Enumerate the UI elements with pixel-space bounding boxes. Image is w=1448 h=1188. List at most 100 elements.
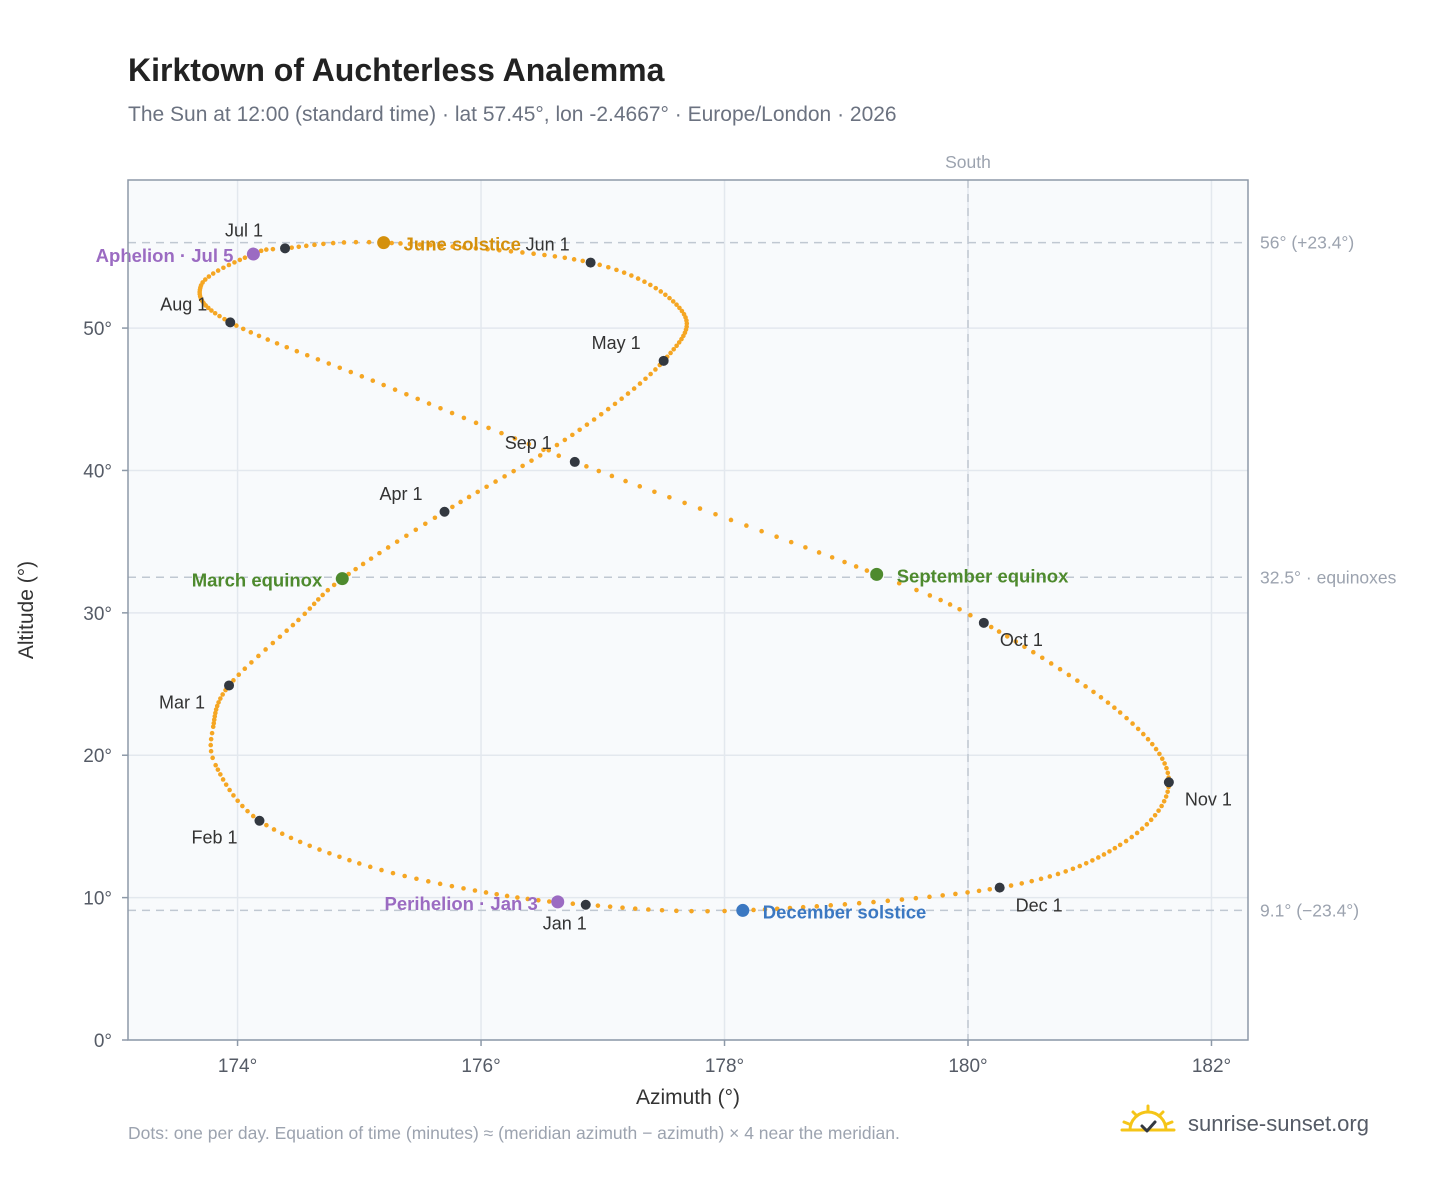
analemma-day-dot	[1077, 863, 1083, 869]
analemma-day-dot	[315, 597, 321, 602]
analemma-day-dot	[938, 597, 943, 603]
analemma-day-dot	[211, 717, 217, 723]
analemma-day-dot	[394, 539, 400, 544]
analemma-day-dot	[263, 647, 268, 652]
analemma-day-dot	[502, 474, 507, 479]
analemma-day-dot	[497, 247, 502, 253]
analemma-day-dot	[325, 587, 331, 593]
event-label: June solstice	[404, 234, 521, 255]
analemma-day-dot	[347, 857, 352, 863]
analemma-day-dot	[303, 243, 309, 249]
analemma-day-dot	[213, 710, 218, 716]
brand-logo[interactable]: sunrise-sunset.org	[1120, 1104, 1369, 1144]
analemma-day-dot	[554, 442, 560, 448]
analemma-day-dot	[976, 888, 982, 894]
analemma-day-dot	[580, 258, 586, 264]
analemma-day-dot	[413, 527, 419, 533]
analemma-day-dot	[689, 908, 694, 914]
month-marker-label: Jul 1	[225, 220, 263, 240]
sun-horizon-logo-icon	[1120, 1104, 1176, 1133]
analemma-day-dot	[537, 453, 543, 458]
month-marker	[254, 815, 265, 826]
analemma-day-dot	[697, 506, 703, 511]
analemma-day-dot	[504, 893, 510, 899]
analemma-day-dot	[1083, 860, 1089, 866]
analemma-day-dot	[606, 264, 611, 270]
analemma-day-dot	[1157, 751, 1162, 757]
analemma-day-dot	[438, 405, 443, 411]
analemma-day-dot	[816, 550, 822, 555]
analemma-day-dot	[542, 252, 547, 258]
month-marker	[994, 882, 1005, 893]
analemma-day-dot	[284, 344, 290, 350]
analemma-day-dot	[899, 897, 905, 902]
analemma-day-dot	[853, 564, 859, 569]
analemma-day-dot	[625, 391, 631, 396]
analemma-day-dot	[751, 907, 756, 913]
analemma-day-dot	[206, 274, 212, 279]
analemma-day-dot	[289, 245, 295, 250]
analemma-day-dot	[620, 905, 625, 910]
analemma-day-dot	[631, 386, 637, 391]
analemma-day-dot	[1029, 878, 1035, 884]
analemma-day-dot	[632, 906, 638, 911]
analemma-day-dot	[449, 883, 455, 889]
analemma-day-dot	[1153, 746, 1159, 752]
analemma-day-dot	[1019, 881, 1025, 886]
analemma-day-dot	[927, 593, 933, 598]
analemma-day-dot	[218, 772, 223, 777]
month-marker-label: Aug 1	[160, 294, 207, 314]
analemma-day-dot	[227, 787, 232, 793]
analemma-day-dot	[529, 458, 534, 463]
month-marker	[224, 680, 235, 691]
analemma-day-dot	[648, 282, 653, 288]
analemma-day-dot	[1112, 845, 1118, 851]
analemma-day-dot	[674, 302, 679, 307]
event-label: September equinox	[897, 565, 1069, 586]
analemma-day-dot	[670, 299, 676, 304]
analemma-day-dot	[614, 267, 619, 273]
analemma-day-dot	[546, 447, 552, 453]
analemma-day-dot	[965, 890, 970, 895]
analemma-day-dot	[705, 908, 710, 914]
analemma-day-dot	[311, 601, 317, 607]
event-marker	[736, 903, 750, 917]
analemma-day-dot	[265, 337, 271, 342]
analemma-day-dot	[637, 381, 643, 386]
analemma-day-dot	[449, 410, 455, 416]
analemma-day-dot	[728, 517, 734, 523]
analemma-day-dot	[596, 468, 602, 474]
analemma-day-dot	[621, 270, 627, 275]
analemma-day-dot	[1149, 741, 1155, 747]
analemma-day-dot	[270, 246, 276, 252]
analemma-day-dot	[499, 430, 504, 436]
analemma-day-dot	[1135, 726, 1141, 732]
event-label: Aphelion · Jul 5	[96, 245, 234, 266]
analemma-day-dot	[392, 387, 398, 392]
analemma-day-dot	[1055, 871, 1061, 877]
analemma-day-dot	[595, 903, 601, 908]
analemma-day-dot	[653, 285, 659, 291]
analemma-day-dot	[484, 484, 489, 490]
analemma-day-dot	[211, 720, 217, 726]
analemma-day-dot	[667, 494, 672, 500]
analemma-day-dot	[652, 489, 657, 495]
analemma-day-dot	[1159, 756, 1165, 762]
month-marker	[978, 617, 989, 628]
analemma-day-dot	[1148, 817, 1154, 823]
analemma-day-dot	[1047, 874, 1053, 879]
analemma-day-dot	[213, 762, 218, 768]
analemma-day-dot	[1095, 855, 1101, 860]
analemma-day-dot	[242, 255, 248, 261]
analemma-day-dot	[461, 415, 467, 421]
analemma-day-dot	[828, 903, 834, 908]
analemma-day-dot	[1130, 721, 1135, 726]
x-tick-label: 180°	[948, 1056, 987, 1077]
analemma-day-dot	[279, 831, 285, 837]
analemma-day-dot	[774, 906, 780, 912]
y-tick-label: 0°	[94, 1031, 112, 1052]
analemma-day-dot	[210, 755, 215, 761]
analemma-day-dot	[787, 905, 793, 911]
analemma-day-dot	[520, 463, 525, 469]
